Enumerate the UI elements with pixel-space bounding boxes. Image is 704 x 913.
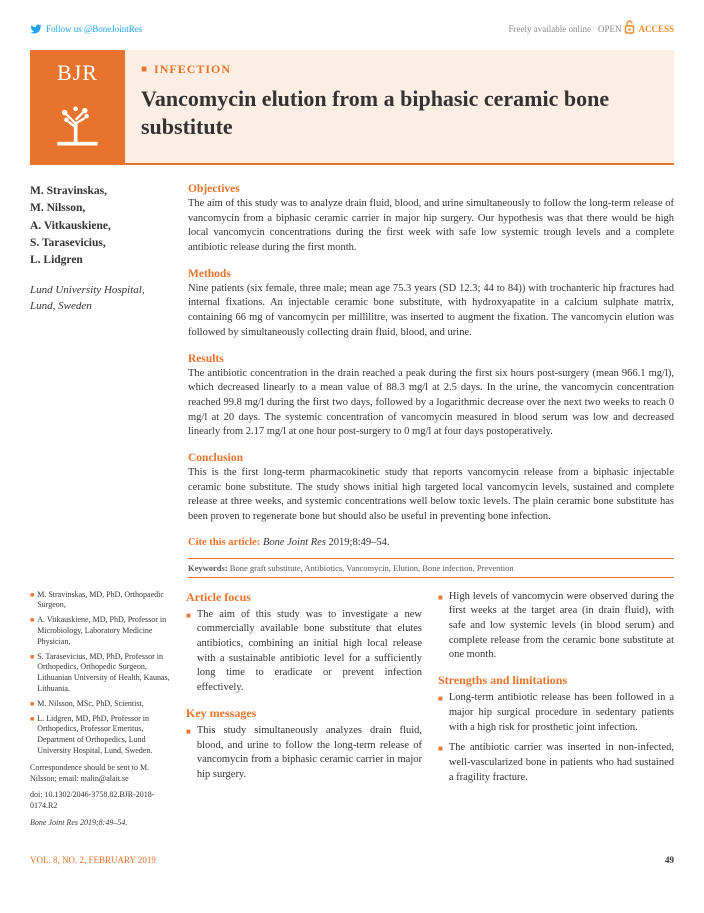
- reference: Bone Joint Res 2019;8:49–54.: [30, 818, 170, 829]
- twitter-text: Follow us @BoneJointRes: [46, 24, 142, 34]
- keywords-row: Keywords: Bone graft substitute, Antibio…: [188, 558, 674, 578]
- access-text: ACCESS: [638, 24, 674, 34]
- author-note: L. Lidgren, MD, PhD, Professor in Orthop…: [30, 714, 170, 757]
- strengths-bullet: Long-term antibiotic release has been fo…: [438, 691, 674, 735]
- abstract-column: Objectives The aim of this study was to …: [188, 183, 674, 578]
- author: L. Lidgren: [30, 252, 170, 269]
- open-access-icon: [624, 20, 635, 38]
- author-note: S. Tarasevicius, MD, PhD, Professor in O…: [30, 652, 170, 695]
- open-access-badge: Freely available online OPEN ACCESS: [509, 20, 675, 38]
- author-note: A. Vitkauskiene, MD, PhD, Professor in M…: [30, 615, 170, 647]
- methods-text: Nine patients (six female, three male; m…: [188, 282, 674, 341]
- article-focus-heading: Article focus: [186, 590, 422, 605]
- twitter-icon: [30, 23, 42, 35]
- keymsg-bullet: This study simultaneously analyzes drain…: [186, 724, 422, 783]
- doi: doi: 10.1302/2046-3758.82.BJR-2018-0174.…: [30, 790, 170, 812]
- article-title: Vancomycin elution from a biphasic ceram…: [141, 85, 658, 140]
- affiliation: Lund University Hospital, Lund, Sweden: [30, 283, 170, 314]
- correspondence: Correspondence should be sent to M. Nils…: [30, 763, 170, 785]
- title-block: INFECTION Vancomycin elution from a biph…: [125, 50, 674, 163]
- freely-text: Freely available online: [509, 24, 591, 34]
- cite-article: Cite this article: Bone Joint Res 2019;8…: [188, 537, 674, 548]
- objectives-text: The aim of this study was to analyze dra…: [188, 197, 674, 256]
- open-text: OPEN: [598, 24, 622, 34]
- author-note: M. Stravinskas, MD, PhD, Orthopaedic Sur…: [30, 590, 170, 612]
- objectives-heading: Objectives: [188, 183, 674, 195]
- section-text: INFECTION: [154, 62, 231, 77]
- footer: VOL. 8, NO. 2, FEBRUARY 2019 49: [30, 855, 674, 865]
- article-focus-column: Article focus The aim of this study was …: [186, 590, 422, 835]
- cite-journal: Bone Joint Res: [263, 537, 326, 548]
- header-row: BJR INFECTION Vancomycin elution from a …: [30, 50, 674, 165]
- authors-list: M. Stravinskas, M. Nilsson, A. Vitkauski…: [30, 183, 170, 269]
- cite-label: Cite this article:: [188, 537, 260, 548]
- cite-ref: 2019;8:49–54.: [326, 537, 390, 548]
- page-number: 49: [665, 855, 674, 865]
- strengths-bullet: The antibiotic carrier was inserted in n…: [438, 741, 674, 785]
- journal-abbrev: BJR: [57, 60, 98, 86]
- top-bar: Follow us @BoneJointRes Freely available…: [30, 20, 674, 38]
- key-messages-heading: Key messages: [186, 706, 422, 721]
- author: A. Vitkauskiene,: [30, 218, 170, 235]
- author: S. Tarasevicius,: [30, 235, 170, 252]
- methods-heading: Methods: [188, 268, 674, 280]
- left-column: M. Stravinskas, M. Nilsson, A. Vitkauski…: [30, 183, 170, 578]
- section-label: INFECTION: [141, 62, 658, 77]
- author: M. Stravinskas,: [30, 183, 170, 200]
- keywords-text: Bone graft substitute, Antibiotics, Vanc…: [228, 563, 514, 573]
- author-note: M. Nilsson, MSc, PhD, Scientist,: [30, 699, 170, 710]
- keymsg-bullet: High levels of vancomycin were observed …: [438, 590, 674, 663]
- conclusion-heading: Conclusion: [188, 452, 674, 464]
- twitter-follow[interactable]: Follow us @BoneJointRes: [30, 23, 142, 35]
- author-notes: M. Stravinskas, MD, PhD, Orthopaedic Sur…: [30, 590, 170, 835]
- journal-badge: BJR: [30, 50, 125, 163]
- keywords-label: Keywords:: [188, 563, 228, 573]
- strengths-column: High levels of vancomycin were observed …: [438, 590, 674, 835]
- conclusion-text: This is the first long-term pharmacokine…: [188, 466, 674, 525]
- focus-bullet: The aim of this study was to investigate…: [186, 608, 422, 696]
- strengths-heading: Strengths and limitations: [438, 673, 674, 688]
- author: M. Nilsson,: [30, 200, 170, 217]
- results-text: The antibiotic concentration in the drai…: [188, 367, 674, 440]
- results-heading: Results: [188, 353, 674, 365]
- journal-tree-icon: [50, 96, 105, 151]
- issue-info: VOL. 8, NO. 2, FEBRUARY 2019: [30, 855, 156, 865]
